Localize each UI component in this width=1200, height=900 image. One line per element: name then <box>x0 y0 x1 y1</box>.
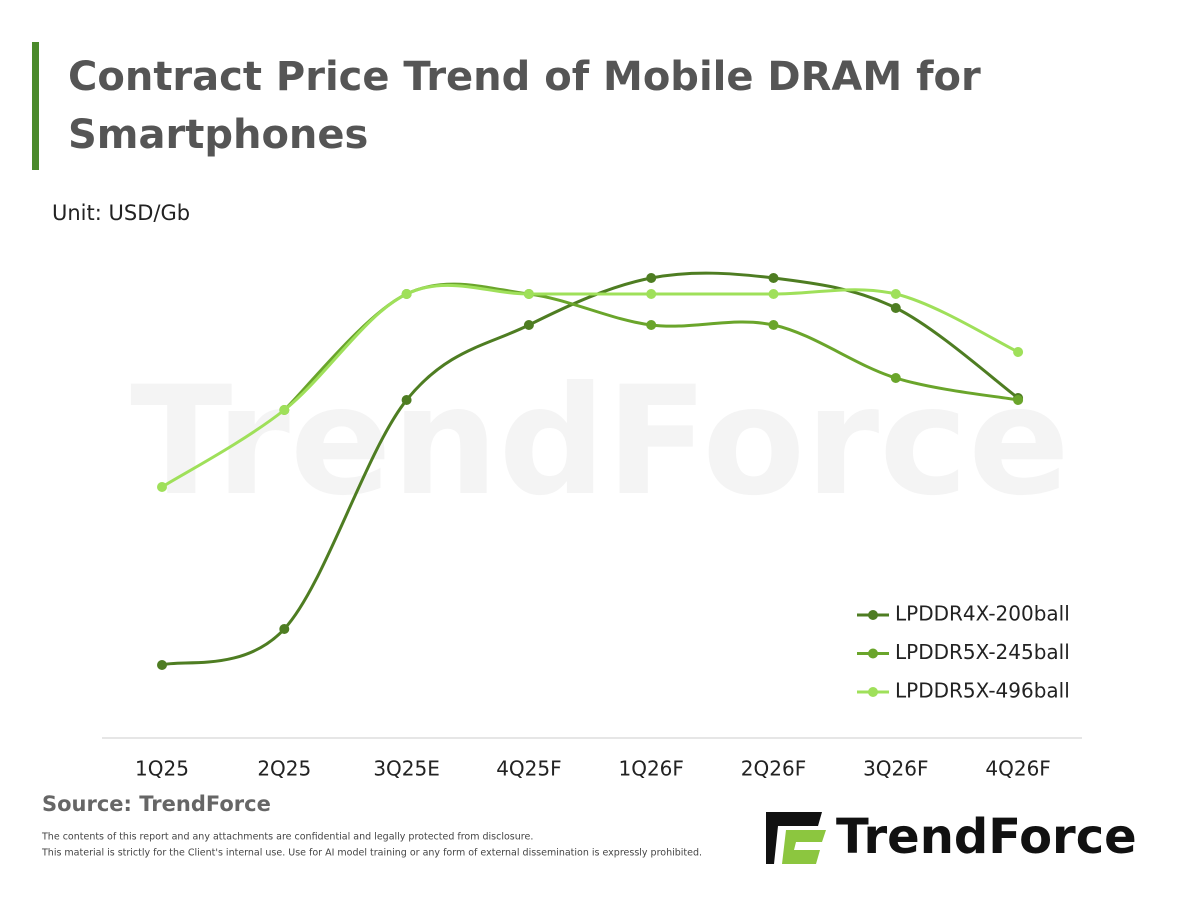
x-tick-label: 2Q25 <box>257 757 311 781</box>
x-tick-label: 3Q25E <box>373 757 440 781</box>
data-point <box>646 273 657 283</box>
source: Source: TrendForce <box>42 792 271 816</box>
title-accent <box>32 42 39 170</box>
data-point <box>890 303 901 313</box>
disclaimer: This material is strictly for the Client… <box>41 848 702 859</box>
data-point <box>890 289 901 299</box>
series-line <box>161 271 1019 667</box>
data-point <box>646 320 657 330</box>
data-point <box>157 482 167 492</box>
data-point <box>768 320 779 330</box>
disclaimer: The contents of this report and any atta… <box>41 832 533 843</box>
series-line <box>161 283 1019 489</box>
x-tick-label: 1Q26F <box>618 757 683 781</box>
data-point <box>768 273 779 283</box>
data-point <box>1013 395 1024 405</box>
data-point <box>890 373 901 383</box>
legend-label: LPDDR5X-496ball <box>895 679 1070 703</box>
data-point <box>523 289 534 299</box>
data-point <box>646 289 657 299</box>
legend-marker <box>868 687 878 697</box>
logo-icon <box>766 812 826 864</box>
data-point <box>1013 347 1024 357</box>
data-point <box>279 405 290 415</box>
x-tick-label: 4Q25F <box>496 757 561 781</box>
data-point <box>401 289 412 299</box>
x-tick-label: 1Q25 <box>135 757 189 781</box>
chart-title: Contract Price Trend of Mobile DRAM for … <box>68 54 981 158</box>
x-tick-label: 4Q26F <box>985 757 1050 781</box>
watermark: TrendForce <box>130 355 1070 529</box>
x-tick-label: 3Q26F <box>863 757 928 781</box>
legend-marker <box>868 610 878 620</box>
data-point <box>768 289 779 299</box>
x-tick-label: 2Q26F <box>741 757 806 781</box>
unit-label: Unit: USD/Gb <box>52 201 190 225</box>
data-point <box>523 320 534 330</box>
logo-text: TrendForce <box>836 809 1137 865</box>
data-point <box>401 395 412 405</box>
data-point <box>279 624 290 634</box>
legend-marker <box>868 648 878 659</box>
data-point <box>157 660 167 670</box>
legend-label: LPDDR4X-200ball <box>895 602 1070 626</box>
legend-label: LPDDR5X-245ball <box>895 640 1070 664</box>
